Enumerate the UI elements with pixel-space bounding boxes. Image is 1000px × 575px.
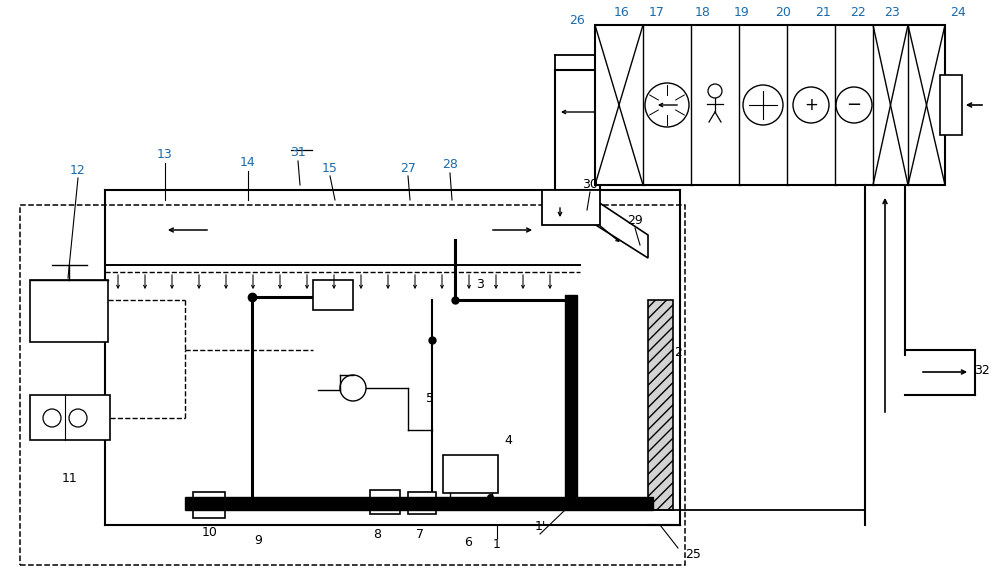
Bar bbox=[313, 280, 353, 310]
Bar bbox=[542, 190, 600, 225]
Text: 17: 17 bbox=[649, 6, 665, 18]
Text: 24: 24 bbox=[950, 6, 966, 18]
Text: 9: 9 bbox=[254, 534, 262, 546]
Text: 7: 7 bbox=[416, 527, 424, 540]
Bar bbox=[443, 455, 498, 493]
Bar bbox=[370, 490, 400, 514]
Text: 13: 13 bbox=[157, 148, 173, 162]
Bar bbox=[595, 25, 945, 185]
Text: 6: 6 bbox=[464, 535, 472, 549]
Text: 27: 27 bbox=[400, 162, 416, 174]
Bar bbox=[408, 492, 436, 514]
Text: 12: 12 bbox=[70, 163, 86, 177]
Text: 2: 2 bbox=[674, 346, 682, 358]
Text: 18: 18 bbox=[695, 6, 711, 18]
Text: 21: 21 bbox=[815, 6, 831, 18]
Text: 29: 29 bbox=[627, 213, 643, 227]
Text: +: + bbox=[804, 96, 818, 114]
Text: 5: 5 bbox=[426, 392, 434, 404]
Text: 4: 4 bbox=[504, 434, 512, 447]
Text: 22: 22 bbox=[850, 6, 866, 18]
Text: −: − bbox=[846, 96, 862, 114]
Text: 10: 10 bbox=[202, 527, 218, 539]
Text: 3: 3 bbox=[476, 278, 484, 292]
Text: 32: 32 bbox=[974, 363, 990, 377]
Text: 25: 25 bbox=[685, 549, 701, 562]
Bar bbox=[20, 205, 685, 565]
Text: 15: 15 bbox=[322, 162, 338, 174]
Text: 19: 19 bbox=[734, 6, 750, 18]
Text: 16: 16 bbox=[614, 6, 630, 18]
Text: 20: 20 bbox=[775, 6, 791, 18]
Text: 8: 8 bbox=[373, 527, 381, 540]
Text: 1: 1 bbox=[493, 539, 501, 551]
Bar bbox=[648, 300, 673, 510]
Text: 30: 30 bbox=[582, 178, 598, 191]
Text: 14: 14 bbox=[240, 156, 256, 170]
Text: 28: 28 bbox=[442, 159, 458, 171]
Bar bbox=[185, 497, 653, 510]
Text: 23: 23 bbox=[884, 6, 900, 18]
Text: 26: 26 bbox=[569, 13, 585, 26]
Text: 11: 11 bbox=[62, 472, 78, 485]
Bar bbox=[940, 75, 962, 135]
Bar bbox=[193, 492, 225, 518]
Text: 1': 1' bbox=[534, 520, 546, 534]
Bar bbox=[565, 295, 577, 497]
Bar bbox=[30, 395, 110, 440]
Bar bbox=[30, 280, 108, 342]
Text: 31: 31 bbox=[290, 147, 306, 159]
